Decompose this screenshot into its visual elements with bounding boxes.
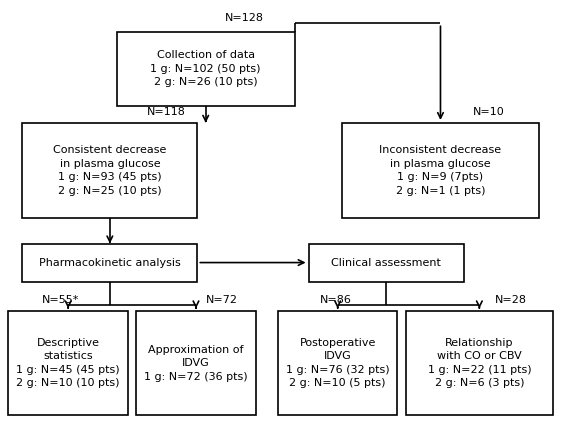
Text: N=118: N=118 — [147, 107, 186, 117]
Text: N=28: N=28 — [494, 295, 527, 305]
Text: Pharmacokinetic analysis: Pharmacokinetic analysis — [39, 257, 181, 267]
Text: Relationship: Relationship — [445, 338, 514, 348]
Text: 1 g: N=45 (45 pts): 1 g: N=45 (45 pts) — [16, 365, 120, 375]
Text: N=55*: N=55* — [42, 295, 79, 305]
Text: in plasma glucose: in plasma glucose — [390, 159, 491, 169]
FancyBboxPatch shape — [136, 311, 256, 415]
Text: 2 g: N=10 (10 pts): 2 g: N=10 (10 pts) — [16, 378, 120, 388]
Text: Postoperative: Postoperative — [299, 338, 376, 348]
Text: N=86: N=86 — [320, 295, 352, 305]
Text: 1 g: N=93 (45 pts): 1 g: N=93 (45 pts) — [58, 172, 162, 182]
Text: Descriptive: Descriptive — [37, 338, 100, 348]
FancyBboxPatch shape — [22, 123, 197, 218]
FancyBboxPatch shape — [278, 311, 397, 415]
Text: Consistent decrease: Consistent decrease — [53, 145, 167, 155]
FancyBboxPatch shape — [117, 32, 295, 106]
Text: 1 g: N=22 (11 pts): 1 g: N=22 (11 pts) — [428, 365, 531, 375]
Text: with CO or CBV: with CO or CBV — [437, 351, 522, 361]
Text: Approximation of: Approximation of — [148, 345, 244, 355]
Text: Collection of data: Collection of data — [156, 51, 255, 60]
FancyBboxPatch shape — [406, 311, 553, 415]
Text: 2 g: N=25 (10 pts): 2 g: N=25 (10 pts) — [58, 186, 162, 196]
Text: 1 g: N=102 (50 pts): 1 g: N=102 (50 pts) — [150, 64, 261, 74]
Text: 1 g: N=72 (36 pts): 1 g: N=72 (36 pts) — [144, 372, 248, 381]
Text: 2 g: N=10 (5 pts): 2 g: N=10 (5 pts) — [289, 378, 386, 388]
Text: 2 g: N=26 (10 pts): 2 g: N=26 (10 pts) — [154, 77, 257, 87]
FancyBboxPatch shape — [9, 311, 128, 415]
Text: N=72: N=72 — [206, 295, 238, 305]
Text: 2 g: N=1 (1 pts): 2 g: N=1 (1 pts) — [396, 186, 485, 196]
Text: statistics: statistics — [43, 351, 93, 361]
FancyBboxPatch shape — [308, 244, 464, 282]
Text: in plasma glucose: in plasma glucose — [60, 159, 160, 169]
Text: Clinical assessment: Clinical assessment — [331, 257, 441, 267]
Text: 2 g: N=6 (3 pts): 2 g: N=6 (3 pts) — [435, 378, 524, 388]
FancyBboxPatch shape — [342, 123, 539, 218]
Text: N=10: N=10 — [472, 107, 504, 117]
Text: IDVG: IDVG — [182, 358, 210, 368]
Text: 1 g: N=9 (7pts): 1 g: N=9 (7pts) — [397, 172, 484, 182]
Text: N=128: N=128 — [225, 13, 264, 23]
FancyBboxPatch shape — [22, 244, 197, 282]
Text: 1 g: N=76 (32 pts): 1 g: N=76 (32 pts) — [286, 365, 390, 375]
Text: Inconsistent decrease: Inconsistent decrease — [379, 145, 502, 155]
Text: IDVG: IDVG — [324, 351, 352, 361]
